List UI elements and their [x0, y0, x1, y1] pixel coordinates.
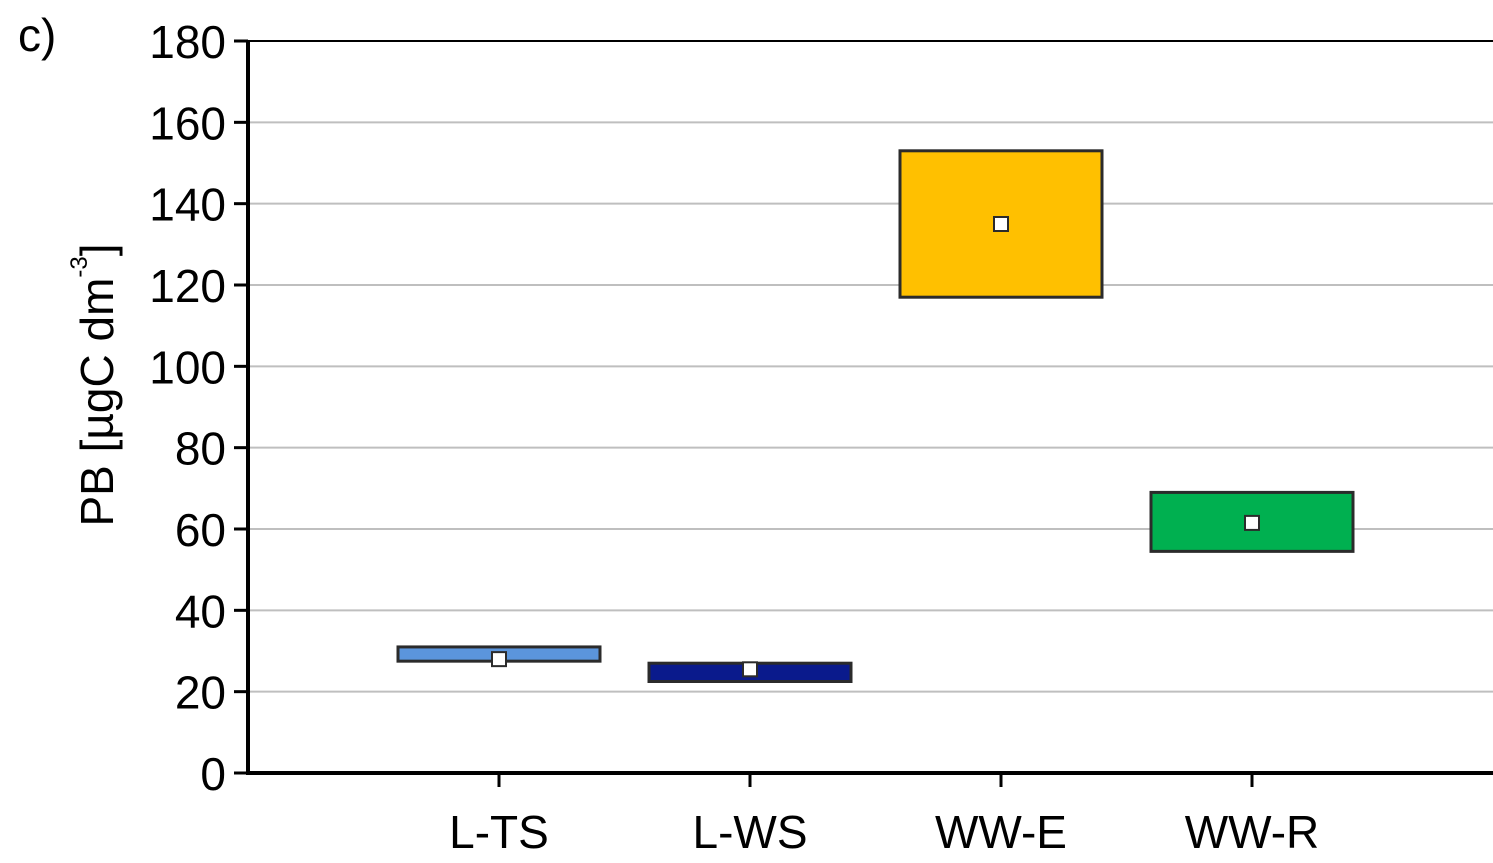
x-tick-label: WW-R [1185, 806, 1320, 858]
y-tick-label: 180 [149, 16, 226, 68]
x-tick-label: L-TS [449, 806, 549, 858]
panel-label: c) [18, 9, 57, 61]
axes [246, 40, 1493, 775]
grid-lines [248, 40, 1493, 693]
y-tick-label: 100 [149, 341, 226, 393]
y-tick-label: 140 [149, 179, 226, 231]
y-axis-label-suffix: ] [71, 243, 123, 257]
y-axis-label: PB [µgC dm-3] [66, 243, 124, 526]
y-axis-label-superscript: -3 [66, 256, 93, 278]
y-tick-label: 160 [149, 97, 226, 149]
boxes [396, 149, 1355, 684]
y-tick-label: 60 [175, 504, 226, 556]
y-axis-label-text: PB [µgC dm [71, 277, 123, 527]
marker-L-WS [742, 661, 758, 678]
x-tick-labels: L-TS L-WS WW-E WW-R [449, 773, 1319, 858]
marker-WW-E [993, 216, 1009, 232]
y-tick-label: 20 [175, 667, 226, 719]
y-tick-label: 80 [175, 423, 226, 475]
marker-WW-R [1244, 514, 1260, 531]
y-tick-labels: 0 20 40 60 80 100 120 140 160 180 [149, 16, 248, 800]
marker-L-TS [491, 651, 507, 668]
y-tick-label: 40 [175, 585, 226, 637]
y-tick-label: 0 [200, 748, 226, 800]
x-tick-label: WW-E [935, 806, 1067, 858]
x-tick-label: L-WS [693, 806, 808, 858]
y-tick-label: 120 [149, 260, 226, 312]
